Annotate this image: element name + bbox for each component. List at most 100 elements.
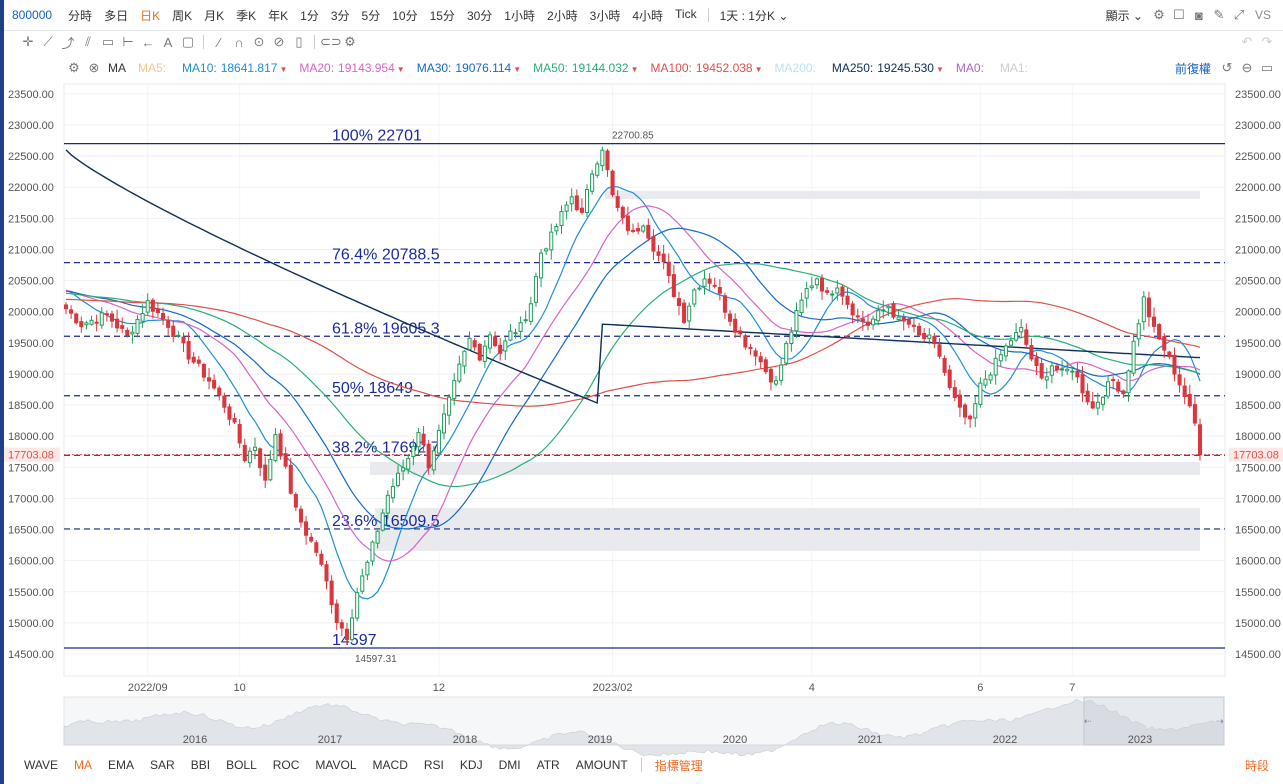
indicator-tab[interactable]: ROC (272, 758, 300, 772)
indicator-tab[interactable]: KDJ (459, 758, 483, 772)
period-tab[interactable]: 10分 (392, 8, 418, 23)
indicator-tab[interactable]: SAR (150, 758, 175, 772)
period-tab[interactable]: 周K (172, 8, 193, 23)
candle-body (646, 224, 651, 239)
segment-button[interactable]: 時段 (1244, 758, 1269, 773)
period-tab[interactable]: 1小時 (504, 8, 535, 23)
candle-body (1049, 365, 1054, 376)
candle-body (1167, 351, 1172, 358)
gear-icon[interactable]: ⚙ (1153, 7, 1165, 22)
period-tab[interactable]: 月K (204, 8, 225, 23)
indicator-tab[interactable]: AMOUNT (575, 758, 628, 772)
ma-legend-item[interactable]: MA5: (138, 61, 170, 75)
channel-icon[interactable]: ⫽ (85, 34, 91, 49)
period-tab[interactable]: 分時 (68, 8, 93, 23)
period-tab[interactable]: 年K (268, 8, 289, 23)
period-tab[interactable]: Tick (675, 6, 697, 21)
text-icon[interactable]: A (163, 34, 173, 50)
y-tick-label-left: 20000.00 (8, 307, 54, 319)
indicator-manage-button[interactable]: 指標管理 (654, 758, 703, 773)
period-tab[interactable]: 多日 (104, 8, 129, 23)
ray-line-icon[interactable]: ⤴ (61, 35, 75, 51)
chart-type-icon[interactable]: ☐ (1173, 7, 1185, 22)
undo-icon[interactable]: ↶ (1241, 34, 1253, 49)
ma-legend-item[interactable]: MA100: 19452.038 ▼ (651, 61, 763, 75)
minus-icon[interactable]: ⊖ (1241, 60, 1253, 75)
indicator-tab[interactable]: MAVOL (315, 758, 357, 772)
candle-body (697, 287, 702, 290)
adjust-select[interactable]: 前復權 (1174, 61, 1211, 76)
period-tab[interactable]: 日K (140, 8, 161, 23)
fullscreen-icon[interactable]: ⤢ (1233, 7, 1245, 22)
candle-body (579, 207, 584, 213)
trend-line-icon[interactable]: ⟋ (43, 34, 53, 49)
arrow-icon[interactable]: ← (141, 34, 155, 50)
last-price-tag-right (1229, 447, 1283, 462)
ma-legend-item[interactable]: MA10: 18641.817 ▼ (182, 61, 287, 75)
period-tab[interactable]: 15分 (429, 8, 455, 23)
candle-body (186, 341, 191, 360)
indicator-tab[interactable]: MA (74, 758, 93, 772)
period-tab[interactable]: 1分 (300, 8, 319, 23)
vs-button[interactable]: VS (1254, 8, 1271, 22)
gear-icon[interactable]: ⚙ (68, 60, 80, 75)
ma-legend-item[interactable]: MA50: 19144.032 ▼ (533, 61, 638, 75)
ma-legend-value: 19144.032 (571, 61, 629, 75)
y-tick-label-left: 18500.00 (8, 400, 54, 412)
period-tab[interactable]: 3小時 (589, 8, 621, 23)
trash-icon[interactable]: ▯ (295, 34, 303, 49)
ma-indicator-label[interactable]: MA (108, 61, 126, 75)
lock-icon[interactable]: ⊙ (253, 34, 265, 49)
period-tab[interactable]: 3分 (330, 8, 350, 23)
close-icon[interactable]: ⊗ (88, 60, 100, 75)
candle-body (712, 284, 717, 287)
display-menu[interactable]: 顯示 ⌄ (1100, 7, 1149, 24)
link-icon[interactable]: ⊂⊃ (320, 34, 342, 49)
candle-body (911, 324, 916, 327)
period-tab[interactable]: 5分 (361, 8, 381, 23)
redo-icon[interactable]: ↷ (1261, 34, 1273, 49)
y-tick-label-right: 22500.00 (1235, 151, 1281, 163)
ma-legend-item[interactable]: MA30: 19076.114 ▼ (417, 61, 521, 75)
indicator-tab[interactable]: WAVE (24, 758, 59, 772)
period-tab[interactable]: 2小時 (546, 8, 578, 23)
y-tick-label-right: 17500.00 (1235, 462, 1281, 474)
ma-legend-item[interactable]: MA250: 19245.530 ▼ (832, 61, 944, 75)
ma-legend-item[interactable]: MA20: 19143.954 ▼ (299, 61, 404, 75)
indicator-tab[interactable]: MACD (372, 758, 408, 772)
candle-body (365, 561, 370, 576)
camera-icon[interactable]: ◙ (1195, 7, 1203, 23)
indicator-tab[interactable]: DMI (498, 758, 521, 772)
indicator-tab[interactable]: BOLL (226, 758, 257, 772)
pen-icon[interactable]: ✎ (1213, 7, 1225, 22)
indicator-tab[interactable]: RSI (423, 758, 444, 772)
measure-icon[interactable]: ⊢ (122, 34, 134, 49)
ma-legend-item[interactable]: MA200: (775, 61, 820, 75)
crosshair-icon[interactable]: ✛ (22, 34, 34, 49)
y-tick-label-left: 20500.00 (8, 276, 54, 288)
symbol-label[interactable]: 800000 (12, 8, 53, 22)
reset-icon[interactable]: ↺ (1221, 60, 1233, 75)
ruler-icon[interactable]: ∕ (217, 34, 221, 50)
period-tab[interactable]: 4小時 (632, 8, 664, 23)
indicator-tab[interactable]: ATR (536, 758, 560, 772)
comment-icon[interactable]: ▢ (181, 34, 195, 49)
rectangle-icon[interactable]: ▭ (101, 34, 115, 49)
gear-icon[interactable]: ⚙ (344, 34, 356, 49)
ma-legend-item[interactable]: MA0: (956, 61, 988, 75)
hide-icon[interactable]: ⊘ (273, 34, 285, 49)
navigator-handle-left-icon: ⇠ (1084, 716, 1092, 726)
indicator-tab[interactable]: EMA (108, 758, 135, 772)
period-tab[interactable]: 30分 (466, 8, 493, 23)
interval-select[interactable]: 1天 : 1分K ⌄ (714, 7, 795, 24)
magnet-icon[interactable]: ∩ (234, 34, 244, 50)
indicator-tab[interactable]: BBI (190, 758, 211, 772)
y-tick-label-left: 21500.00 (8, 213, 54, 225)
ma-legend-value: 19452.038 (695, 61, 753, 75)
candle-body (232, 417, 237, 423)
candle-body (171, 325, 176, 337)
collapse-icon[interactable]: ▭ (1260, 60, 1274, 75)
ma-legend-item[interactable]: MA1: (1000, 61, 1032, 75)
period-tab[interactable]: 季K (236, 8, 257, 23)
